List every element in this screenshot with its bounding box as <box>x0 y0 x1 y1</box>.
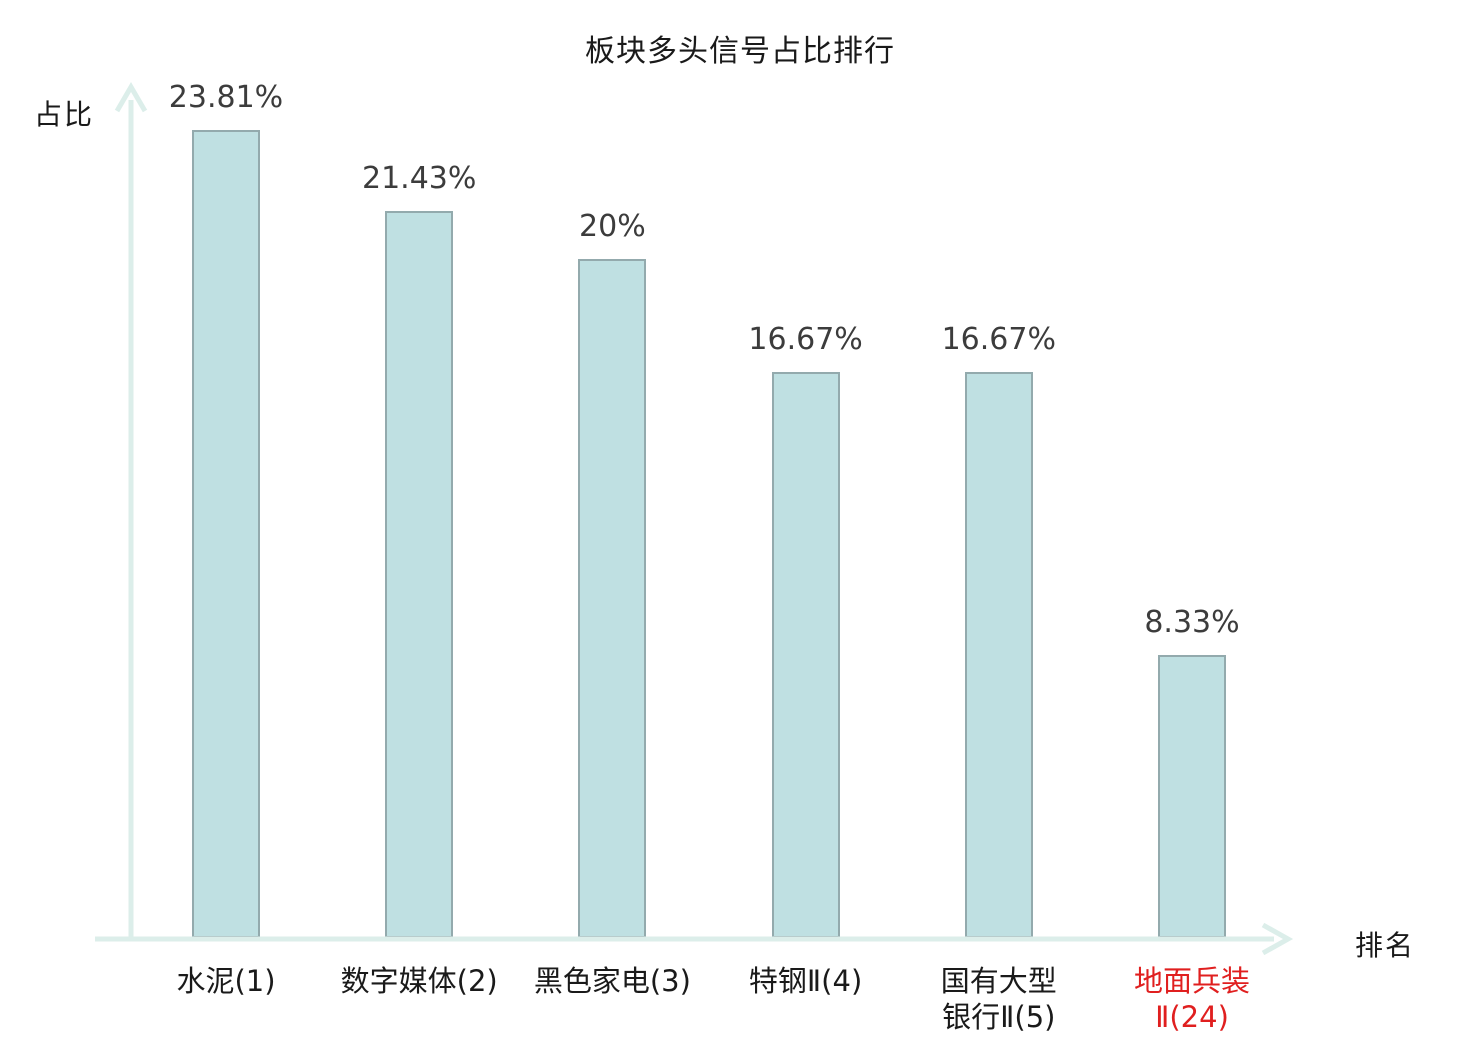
category-label-line: 数字媒体(2) <box>340 964 498 998</box>
category-label-line: 银行Ⅱ(5) <box>942 1000 1056 1034</box>
category-label: 水泥(1) <box>96 963 356 999</box>
x-axis-arrow-icon <box>1261 922 1294 956</box>
bar <box>578 259 647 938</box>
category-label: 地面兵装 Ⅱ(24) <box>1062 963 1322 1035</box>
bar <box>964 372 1033 938</box>
x-axis-label: 排名 <box>1355 929 1416 962</box>
bar-value-label: 23.81% <box>168 80 284 115</box>
bar-value-label: 16.67% <box>941 322 1056 357</box>
y-axis-label: 占比 <box>34 98 95 131</box>
category-label: 数字媒体(2) <box>289 963 549 999</box>
category-label-line: 黑色家电(3) <box>533 964 691 998</box>
chart-title: 板块多头信号占比排行 <box>585 34 895 69</box>
bar <box>771 372 840 938</box>
bar <box>1158 655 1226 938</box>
bar-value-label: 20% <box>579 209 646 244</box>
bar <box>385 211 454 938</box>
category-label-line: 特钢Ⅱ(4) <box>748 964 863 998</box>
category-label: 黑色家电(3) <box>482 963 742 999</box>
bar-value-label: 8.33% <box>1144 605 1240 640</box>
bar-value-label: 21.43% <box>361 161 477 196</box>
category-label-line: 水泥(1) <box>176 964 276 998</box>
category-label: 特钢Ⅱ(4) <box>676 963 936 999</box>
category-label-line: 国有大型 <box>940 964 1057 998</box>
category-label: 国有大型 银行Ⅱ(5) <box>869 963 1129 1035</box>
bar-value-label: 16.67% <box>748 322 863 357</box>
category-label-line: Ⅱ(24) <box>1155 1000 1229 1034</box>
category-label-line: 地面兵装 <box>1133 964 1250 998</box>
bar <box>192 130 260 938</box>
